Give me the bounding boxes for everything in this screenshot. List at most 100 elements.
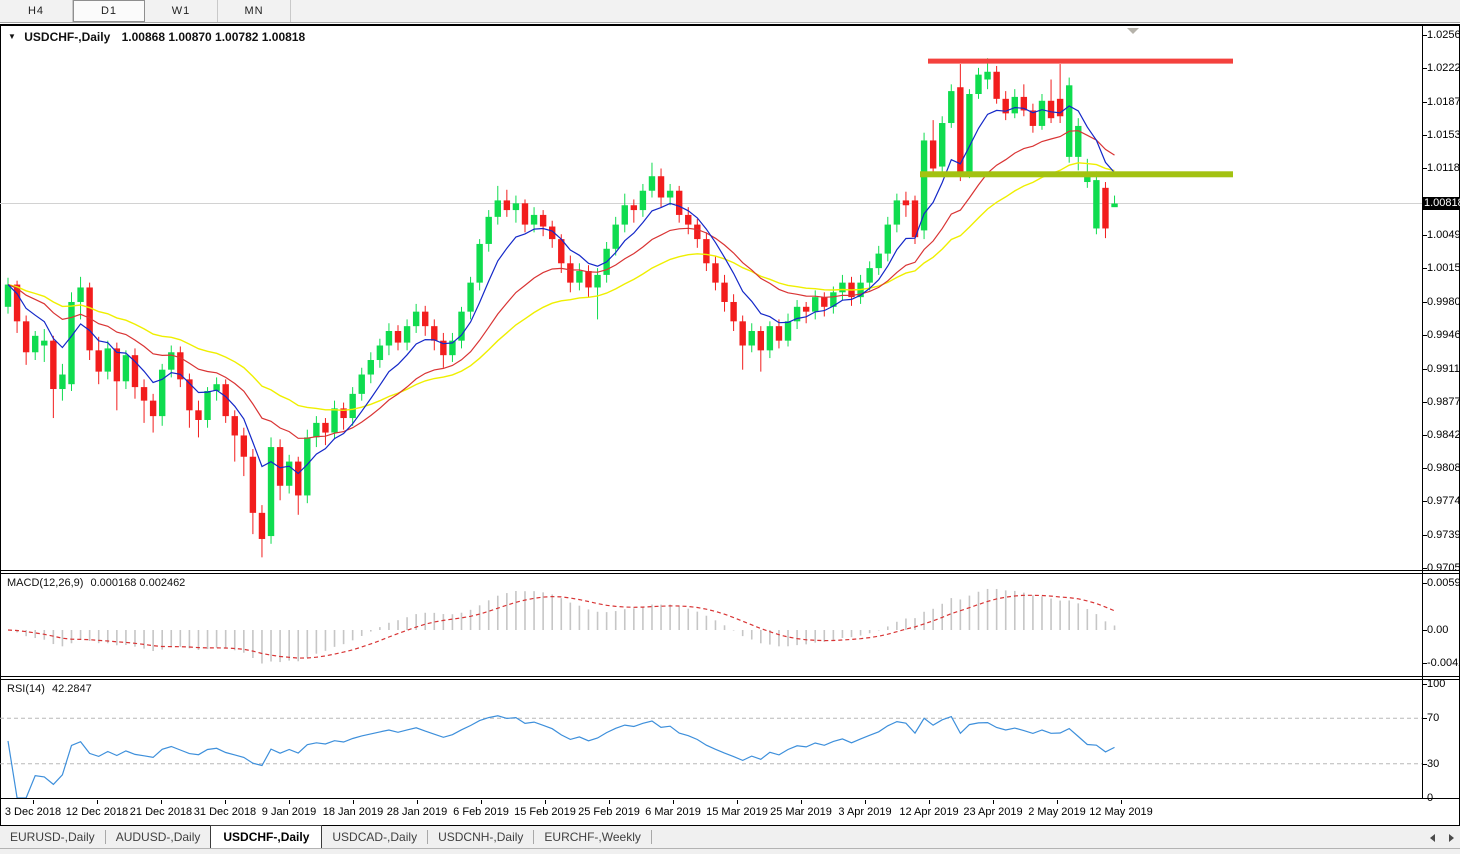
date-axis-tick: [353, 800, 354, 804]
rsi-axis-tick: [1422, 798, 1427, 799]
splitter-macd-rsi-2[interactable]: [0, 679, 1460, 680]
rsi-axis-label: 30: [1427, 757, 1440, 770]
date-axis-tick: [1121, 800, 1122, 804]
rsi-label: RSI(14) 42.2847: [7, 683, 92, 695]
date-axis-label: 25 Mar 2019: [770, 806, 832, 818]
splitter-main-macd[interactable]: [0, 570, 1460, 571]
tab-usdcnh-daily[interactable]: USDCNH-,Daily: [438, 830, 524, 844]
price-axis-label: 1.02220: [1427, 61, 1460, 74]
price-axis-label: 1.01530: [1427, 128, 1460, 141]
axis-separator: [1422, 26, 1423, 798]
chart-top-border: [0, 24, 1460, 26]
tab-separator: [427, 830, 429, 844]
price-axis-label: 1.02560: [1427, 29, 1460, 41]
date-axis-tick: [417, 800, 418, 804]
tab-eurusd-daily[interactable]: EURUSD-,Daily: [10, 830, 95, 844]
rsi-axis-tick: [1422, 718, 1427, 720]
date-axis-tick: [33, 800, 34, 804]
date-axis-label: 21 Dec 2018: [129, 806, 193, 818]
date-axis-tick: [993, 800, 994, 804]
chart-ohlc-values: 1.00868 1.00870 1.00782 1.00818: [121, 30, 306, 44]
date-axis-tick: [801, 800, 802, 804]
price-axis-label: 1.01870: [1427, 95, 1460, 108]
rsi-axis-tick: [1422, 763, 1427, 765]
macd-axis-label: 0.00: [1427, 624, 1449, 636]
date-axis-tick: [545, 800, 546, 804]
date-axis-label: 3 Apr 2019: [838, 806, 892, 818]
date-axis-tick: [161, 800, 162, 804]
timeframe-button-d1[interactable]: D1: [73, 0, 145, 22]
date-axis-label: 25 Feb 2019: [578, 806, 640, 818]
chart-title: ▼ USDCHF-,Daily 1.00868 1.00870 1.00782 …: [8, 30, 305, 44]
chart-bottom-border: [0, 825, 1460, 826]
price-axis-label: 1.01180: [1427, 162, 1460, 175]
chart-left-border: [0, 24, 1, 825]
price-axis-tick: [1422, 301, 1427, 303]
rsi-axis-tick: [1422, 684, 1427, 685]
date-axis-label: 6 Mar 2019: [645, 806, 701, 818]
price-axis-tick: [1422, 567, 1427, 569]
chart-tab-bar: EURUSD-,Daily AUDUSD-,Daily USDCHF-,Daily U…: [0, 825, 1460, 849]
macd-pane[interactable]: [0, 574, 1422, 673]
tab-usdcad-daily[interactable]: USDCAD-,Daily: [332, 830, 418, 844]
tab-separator: [650, 830, 652, 844]
rsi-axis-label: 70: [1427, 712, 1440, 725]
macd-axis-label: 0.00597: [1427, 577, 1460, 590]
date-axis-label: 15 Feb 2019: [514, 806, 576, 818]
tab-separator: [104, 830, 106, 844]
date-axis-label: 12 May 2019: [1089, 806, 1153, 818]
macd-current-values: 0.000168 0.002462: [90, 577, 186, 589]
date-axis-tick: [225, 800, 226, 804]
price-axis-tick: [1422, 535, 1427, 537]
timeframe-button-w1[interactable]: W1: [145, 0, 218, 22]
date-axis-label: 18 Jan 2019: [322, 806, 384, 818]
timeframe-button-h4[interactable]: H4: [0, 0, 73, 22]
date-axis-tick: [737, 800, 738, 804]
tab-usdchf-daily[interactable]: USDCHF-,Daily: [210, 825, 323, 848]
splitter-macd-rsi[interactable]: [0, 676, 1460, 677]
price-axis-tick: [1422, 468, 1427, 470]
tab-scroll-left-icon[interactable]: [1430, 834, 1435, 842]
date-axis-label: 2 May 2019: [1028, 806, 1086, 818]
status-bar: [0, 848, 1460, 854]
date-axis-label: 3 Dec 2018: [4, 806, 62, 818]
price-axis-tick: [1422, 235, 1427, 237]
tab-eurchf-weekly[interactable]: EURCHF-,Weekly: [544, 830, 641, 844]
price-axis-tick: [1422, 334, 1427, 336]
splitter-main-macd-2[interactable]: [0, 573, 1460, 574]
date-axis-tick: [97, 800, 98, 804]
date-axis-label: 9 Jan 2019: [261, 806, 317, 818]
tab-scroll-right-icon[interactable]: [1449, 834, 1454, 842]
tab-separator: [533, 830, 535, 844]
price-axis-tick: [1422, 35, 1427, 36]
main-chart-pane[interactable]: [0, 26, 1422, 570]
chart-symbol-label: USDCHF-,Daily: [24, 30, 111, 44]
price-axis-tick: [1422, 168, 1427, 170]
date-axis-tick: [289, 800, 290, 804]
macd-axis-label: -0.004243: [1427, 657, 1460, 670]
date-axis-label: 31 Dec 2018: [193, 806, 257, 818]
rsi-pane[interactable]: [0, 680, 1422, 798]
rsi-current-value: 42.2847: [51, 683, 92, 695]
price-axis-tick: [1422, 101, 1427, 103]
timeframe-toolbar: H4 D1 W1 MN: [0, 0, 1460, 23]
price-axis-tick: [1422, 67, 1427, 69]
price-axis-tick: [1422, 268, 1427, 270]
date-axis-label: 28 Jan 2019: [386, 806, 448, 818]
tab-audusd-daily[interactable]: AUDUSD-,Daily: [115, 830, 201, 844]
macd-axis-tick: [1422, 630, 1427, 631]
price-axis-tick: [1422, 134, 1427, 136]
collapse-indicator-icon[interactable]: ▼: [8, 32, 16, 41]
timeframe-button-mn[interactable]: MN: [218, 0, 291, 22]
date-axis-tick: [481, 800, 482, 804]
